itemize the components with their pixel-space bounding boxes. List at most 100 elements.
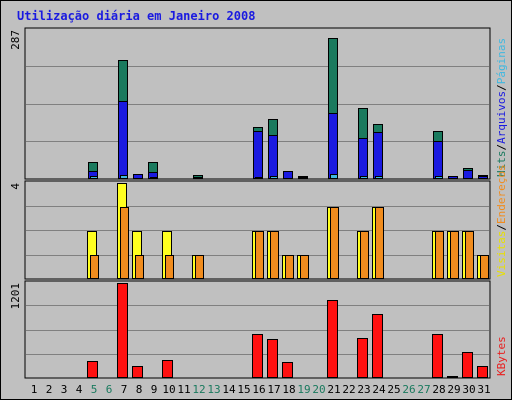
traffic-bar-arquivos-day-16 <box>253 131 263 179</box>
traffic-bar-páginas-day-23 <box>360 176 368 179</box>
traffic-bar-arquivos-day-28 <box>433 141 443 179</box>
kbytes-legend: KBytes <box>495 336 508 376</box>
kbytes-bar-kbytes-day-16 <box>252 334 263 378</box>
x-tick-label-day-19: 19 <box>297 383 310 396</box>
traffic-bar-arquivos-day-31 <box>478 176 488 179</box>
visits-bar-endereços-day-16 <box>255 231 264 279</box>
kbytes-bar-kbytes-day-8 <box>132 366 143 378</box>
traffic-bar-arquivos-day-8 <box>133 174 143 179</box>
traffic-ymax-label: 287 <box>9 30 22 50</box>
visits-legend-item-0: Visitas <box>495 231 508 277</box>
kbytes-bar-kbytes-day-7 <box>117 283 128 378</box>
traffic-bar-arquivos-day-7 <box>118 101 128 179</box>
traffic-bar-arquivos-day-29 <box>448 176 458 179</box>
visits-bar-endereços-day-29 <box>450 231 459 279</box>
traffic-bar-arquivos-day-21 <box>328 113 338 179</box>
chart-title: Utilização diária em Janeiro 2008 <box>17 9 255 23</box>
x-tick-label-day-10: 10 <box>162 383 175 396</box>
x-tick-label-day-25: 25 <box>387 383 400 396</box>
x-tick-label-day-22: 22 <box>342 383 355 396</box>
traffic-bar-arquivos-day-18 <box>283 171 293 179</box>
visits-ymax-label: 4 <box>9 183 22 190</box>
x-tick-label-day-6: 6 <box>106 383 113 396</box>
visits-bar-endereços-day-31 <box>480 255 489 279</box>
visits-bar-endereços-day-18 <box>285 255 294 279</box>
traffic-bar-páginas-day-5 <box>90 176 98 179</box>
traffic-legend-item-0: Hits <box>495 151 508 178</box>
kbytes-bar-kbytes-day-5 <box>87 361 98 378</box>
panel-kbytes: 1201 KBytes <box>9 280 508 379</box>
x-tick-label-day-12: 12 <box>192 383 205 396</box>
traffic-legend-item-3: / <box>495 84 508 91</box>
x-tick-label-day-18: 18 <box>282 383 295 396</box>
x-tick-label-day-1: 1 <box>31 383 38 396</box>
traffic-legend-item-4: Páginas <box>495 38 508 84</box>
kbytes-bar-kbytes-day-30 <box>462 352 473 378</box>
traffic-bar-arquivos-day-17 <box>268 135 278 179</box>
traffic-bar-arquivos-day-19 <box>298 177 308 179</box>
visits-bar-endereços-day-17 <box>270 231 279 279</box>
x-tick-label-day-11: 11 <box>177 383 190 396</box>
kbytes-ymax-label: 1201 <box>9 283 22 310</box>
visits-bar-endereços-day-10 <box>165 255 174 279</box>
x-tick-label-day-16: 16 <box>252 383 265 396</box>
kbytes-bar-kbytes-day-17 <box>267 339 278 378</box>
kbytes-bar-kbytes-day-29 <box>447 376 458 378</box>
visits-bar-endereços-day-5 <box>90 255 99 279</box>
traffic-bar-páginas-day-16 <box>255 177 263 179</box>
traffic-legend: Hits/Arquivos/Páginas <box>495 38 508 177</box>
x-tick-label-day-13: 13 <box>207 383 220 396</box>
traffic-bar-páginas-day-24 <box>375 176 383 179</box>
visits-bar-endereços-day-21 <box>330 207 339 279</box>
panel-visits: 4 Visitas/Endereços <box>9 164 508 280</box>
kbytes-legend-item-0: KBytes <box>495 336 508 376</box>
kbytes-bar-kbytes-day-24 <box>372 314 383 378</box>
traffic-bar-arquivos-day-30 <box>463 170 473 179</box>
visits-bar-endereços-day-19 <box>300 255 309 279</box>
visits-bar-endereços-day-7 <box>120 207 129 279</box>
x-tick-label-day-3: 3 <box>61 383 68 396</box>
x-tick-label-day-24: 24 <box>372 383 386 396</box>
x-tick-label-day-21: 21 <box>327 383 340 396</box>
x-tick-label-day-17: 17 <box>267 383 280 396</box>
visits-bar-endereços-day-23 <box>360 231 369 279</box>
kbytes-bar-kbytes-day-21 <box>327 300 338 378</box>
visits-legend-item-2: Endereços <box>495 164 508 224</box>
x-tick-label-day-30: 30 <box>462 383 475 396</box>
visits-legend-item-1: / <box>495 224 508 231</box>
traffic-bar-arquivos-day-12 <box>193 177 203 179</box>
traffic-bar-páginas-day-21 <box>330 174 338 179</box>
traffic-bar-páginas-day-17 <box>270 176 278 179</box>
kbytes-bar-kbytes-day-18 <box>282 362 293 378</box>
x-tick-label-day-2: 2 <box>46 383 53 396</box>
kbytes-bar-kbytes-day-31 <box>477 366 488 378</box>
traffic-bar-arquivos-day-24 <box>373 132 383 179</box>
visits-bar-endereços-day-8 <box>135 255 144 279</box>
x-tick-label-day-26: 26 <box>402 383 415 396</box>
kbytes-bar-kbytes-day-28 <box>432 334 443 378</box>
visits-legend: Visitas/Endereços <box>495 164 508 277</box>
x-tick-label-day-4: 4 <box>76 383 83 396</box>
traffic-legend-item-2: Arquivos <box>495 91 508 144</box>
traffic-bar-arquivos-day-23 <box>358 138 368 179</box>
x-tick-label-day-23: 23 <box>357 383 370 396</box>
x-tick-label-day-28: 28 <box>432 383 445 396</box>
kbytes-bar-kbytes-day-23 <box>357 338 368 378</box>
kbytes-bar-kbytes-day-10 <box>162 360 173 378</box>
x-tick-label-day-7: 7 <box>121 383 128 396</box>
x-tick-label-day-29: 29 <box>447 383 460 396</box>
x-tick-label-day-5: 5 <box>91 383 98 396</box>
visits-bar-endereços-day-30 <box>465 231 474 279</box>
x-tick-label-day-31: 31 <box>477 383 490 396</box>
x-tick-label-day-20: 20 <box>312 383 325 396</box>
visits-bar-endereços-day-24 <box>375 207 384 279</box>
visits-bar-endereços-day-28 <box>435 231 444 279</box>
x-tick-label-day-15: 15 <box>237 383 250 396</box>
x-tick-label-day-9: 9 <box>151 383 158 396</box>
x-tick-label-day-14: 14 <box>222 383 236 396</box>
traffic-bar-páginas-day-9 <box>150 177 158 179</box>
traffic-legend-item-1: / <box>495 144 508 151</box>
